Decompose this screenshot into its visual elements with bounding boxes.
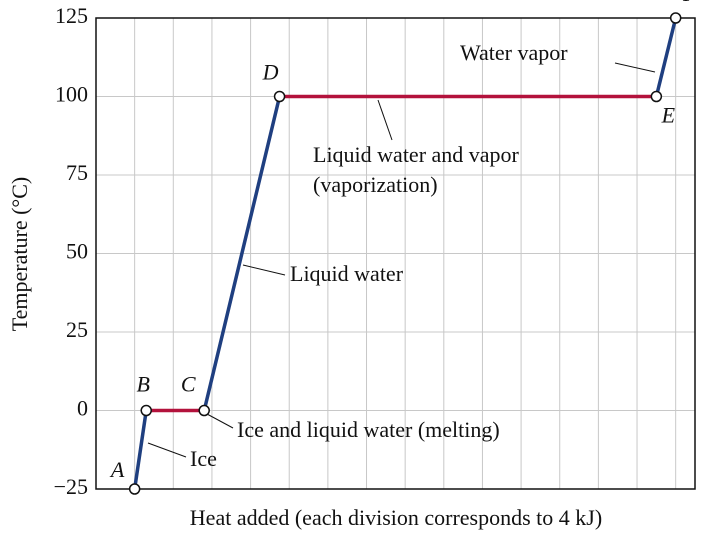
y-tick-label: 0 [77,396,88,421]
x-axis-label: Heat added (each division corresponds to… [190,505,602,530]
annotation: Liquid water and vapor [313,142,520,167]
point-label: B [137,372,150,397]
point-marker [273,90,286,103]
point-label: C [181,372,196,397]
y-tick-label: 75 [66,160,88,185]
y-tick-label: −25 [54,474,88,499]
curve-segment [654,17,678,97]
point-marker [198,404,210,417]
point-label: D [262,60,279,85]
point-marker [650,90,663,103]
annotation-leader [206,413,234,429]
annotation-leader [377,99,393,141]
y-tick-label: 50 [66,239,88,264]
point-label: F [682,0,697,6]
point-marker [140,404,152,417]
annotation: Ice [190,446,217,471]
y-tick-label: 125 [55,3,88,28]
y-tick-label: 25 [66,317,88,342]
point-marker [128,483,141,495]
annotation: (vaporization) [313,172,438,197]
annotation: Water vapor [460,40,568,65]
annotation-leader [242,264,286,276]
curve-segment [202,96,282,411]
plot-frame [95,17,696,490]
y-tick-label: 100 [55,82,88,107]
point-label: E [661,103,676,128]
point-label: A [109,457,125,482]
annotation-leader [147,442,187,458]
annotation: Ice and liquid water (melting) [237,417,500,442]
y-axis-label: Temperature (°C) [7,177,32,331]
curve-segment [132,410,148,490]
annotation-leader [614,62,656,73]
annotation: Liquid water [290,261,404,286]
point-marker [669,12,682,24]
